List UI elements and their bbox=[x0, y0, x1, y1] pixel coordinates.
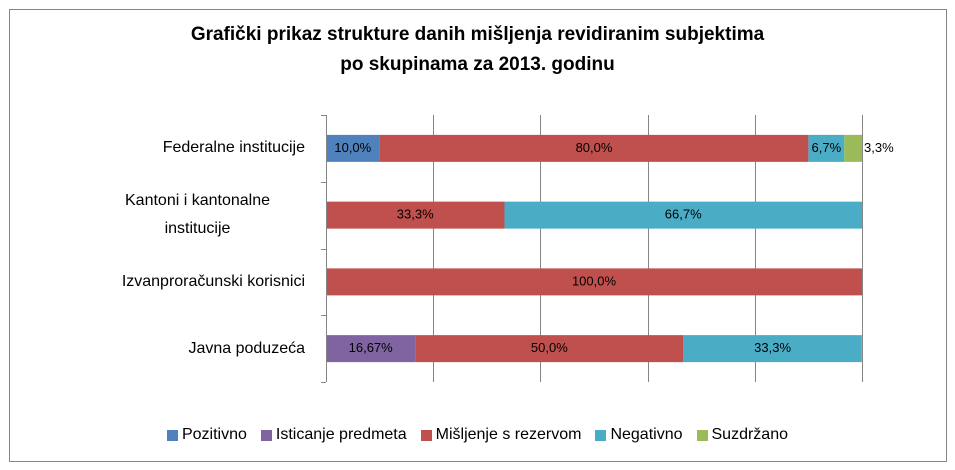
chart-title: Grafički prikaz strukture danih mišljenj… bbox=[190, 24, 765, 75]
bar-segment bbox=[326, 335, 416, 363]
data-label: 80,0% bbox=[576, 140, 613, 155]
legend-label: Pozitivno bbox=[181, 426, 247, 443]
chart-border bbox=[9, 9, 947, 462]
data-label: 10,0% bbox=[334, 140, 371, 155]
category-label: Federalne institucije bbox=[162, 139, 305, 157]
bar-segment bbox=[844, 134, 862, 162]
legend-item: Pozitivno bbox=[166, 426, 247, 444]
legend-swatch bbox=[696, 429, 708, 441]
legend: Pozitivno Isticanje predmeta Mišljenje s r… bbox=[0, 426, 955, 444]
legend-item: Mišljenje s rezervom bbox=[420, 426, 582, 444]
data-label: 16,67% bbox=[349, 340, 394, 355]
legend-item: Suzdržano bbox=[696, 426, 789, 444]
bar-segment bbox=[326, 201, 505, 229]
legend-label: Suzdržano bbox=[711, 426, 789, 443]
data-label: 33,3% bbox=[754, 340, 791, 355]
legend-label: Negativno bbox=[610, 426, 683, 443]
legend-swatch bbox=[420, 429, 432, 441]
category-label: Javna poduzeća bbox=[188, 339, 305, 357]
data-label: 66,7% bbox=[665, 207, 702, 222]
data-label: 3,3% bbox=[864, 140, 894, 155]
bar-segment bbox=[379, 134, 809, 162]
bar-segment bbox=[326, 134, 380, 162]
data-label: 100,0% bbox=[572, 273, 617, 288]
legend-swatch bbox=[260, 429, 272, 441]
bar-segment bbox=[326, 268, 862, 296]
bar-segment bbox=[808, 134, 845, 162]
legend-swatch bbox=[166, 429, 178, 441]
category-label: Kantoni i kantonalne institucije bbox=[125, 192, 270, 238]
legend-item: Negativno bbox=[595, 426, 683, 444]
data-label: 33,3% bbox=[397, 207, 434, 222]
legend-swatch bbox=[595, 429, 607, 441]
data-label: 6,7% bbox=[812, 140, 842, 155]
legend-label: Isticanje predmeta bbox=[275, 426, 407, 443]
legend-item: Isticanje predmeta bbox=[260, 426, 407, 444]
bar-segment bbox=[504, 201, 862, 229]
bar-segment bbox=[415, 335, 684, 363]
category-label: Izvanproračunski korisnici bbox=[121, 272, 305, 290]
data-label: 50,0% bbox=[531, 340, 568, 355]
legend-label: Mišljenje s rezervom bbox=[435, 426, 582, 443]
bar-segment bbox=[683, 335, 862, 363]
